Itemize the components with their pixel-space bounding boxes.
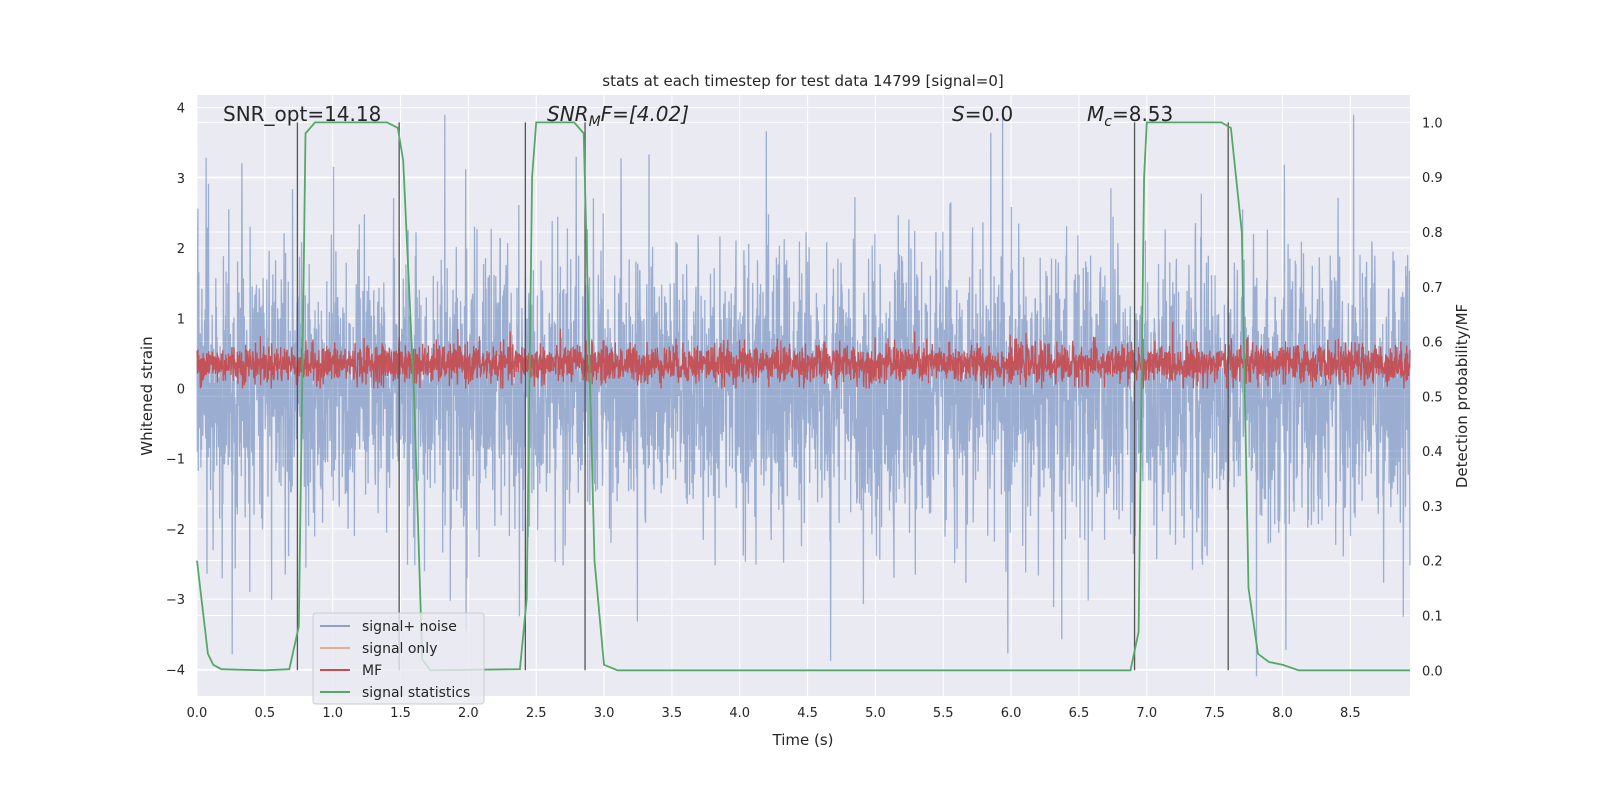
mc-rest: =8.53 [1112,102,1173,126]
s-main: S [952,102,965,126]
y-right-tick-label: 0.0 [1422,664,1443,679]
snr-mf-main: SNR [547,102,589,126]
chart-title: stats at each timestep for test data 147… [602,72,1003,90]
x-tick-label: 6.5 [1069,706,1090,721]
legend-label: signal only [362,641,437,657]
y-tick-label: 2 [177,242,185,257]
annotation-snr-opt: SNR_opt=14.18 [223,102,381,126]
y-tick-label: 3 [177,172,185,187]
y-axis-label-right: Detection probability/MF [1453,304,1471,488]
x-tick-label: 8.0 [1272,706,1293,721]
y-tick-label: −4 [166,663,185,678]
signal-statistics-line [196,121,1410,672]
x-tick-label: 4.5 [797,706,818,721]
y-right-tick-label: 0.9 [1422,171,1443,186]
x-tick-label: 8.5 [1340,706,1361,721]
x-tick-label: 2.0 [458,706,479,721]
legend-label: signal statistics [362,685,470,701]
x-tick-label: 1.0 [322,706,343,721]
y-right-tick-label: 0.5 [1422,390,1443,405]
x-tick-label: 7.0 [1136,706,1157,721]
legend-label: signal+ noise [362,619,457,635]
x-tick-label: 7.5 [1204,706,1225,721]
legend-label: MF [362,663,382,679]
y-right-tick-label: 0.1 [1422,609,1443,624]
mc-sub: c [1104,114,1112,130]
y-right-tick-label: 0.7 [1422,281,1443,296]
y-tick-label: −2 [166,523,185,538]
x-tick-label: 6.0 [1001,706,1022,721]
legend-frame [312,612,485,705]
s-rest: =0.0 [965,102,1014,126]
x-tick-label: 0.5 [254,706,275,721]
y-right-tick-label: 0.8 [1422,226,1443,241]
legend: signal+ noise signal only MF signal statist… [312,612,485,705]
snr-mf-sub: M [589,114,601,130]
snr-mf-rest: F=[4.02] [601,102,689,126]
ticks: 0.0 0.5 1.0 1.5 2.0 2.5 3.0 3.5 4.0 4.5 5.0 5.5 6.0 6… [166,102,1443,721]
x-tick-label: 1.5 [390,706,411,721]
x-tick-label: 2.5 [526,706,547,721]
mc-main: M [1087,102,1104,126]
x-axis-label: Time (s) [772,731,834,749]
y-right-tick-label: 0.6 [1422,336,1443,351]
y-tick-label: −1 [166,453,185,468]
y-right-tick-label: 0.3 [1422,500,1443,515]
y-right-tick-label: 0.4 [1422,445,1443,460]
y-tick-label: −3 [166,593,185,608]
annotation-snr-mf: SNRMF=[4.02] [547,102,689,130]
y-axis-label: Whitened strain [138,336,156,455]
x-tick-label: 5.5 [933,706,954,721]
series-layer [196,114,1411,677]
x-tick-label: 3.5 [662,706,683,721]
x-tick-label: 3.0 [594,706,615,721]
x-tick-label: 5.0 [865,706,886,721]
y-tick-label: 1 [177,312,185,327]
x-tick-label: 0.0 [187,706,208,721]
y-tick-label: 0 [177,382,185,397]
y-tick-label: 4 [177,102,185,117]
y-right-tick-label: 0.2 [1422,555,1443,570]
x-tick-label: 4.0 [729,706,750,721]
annotation-s: S=0.0 [952,102,1013,126]
y-right-tick-label: 1.0 [1422,116,1443,131]
annotation-mc: Mc=8.53 [1087,102,1173,130]
